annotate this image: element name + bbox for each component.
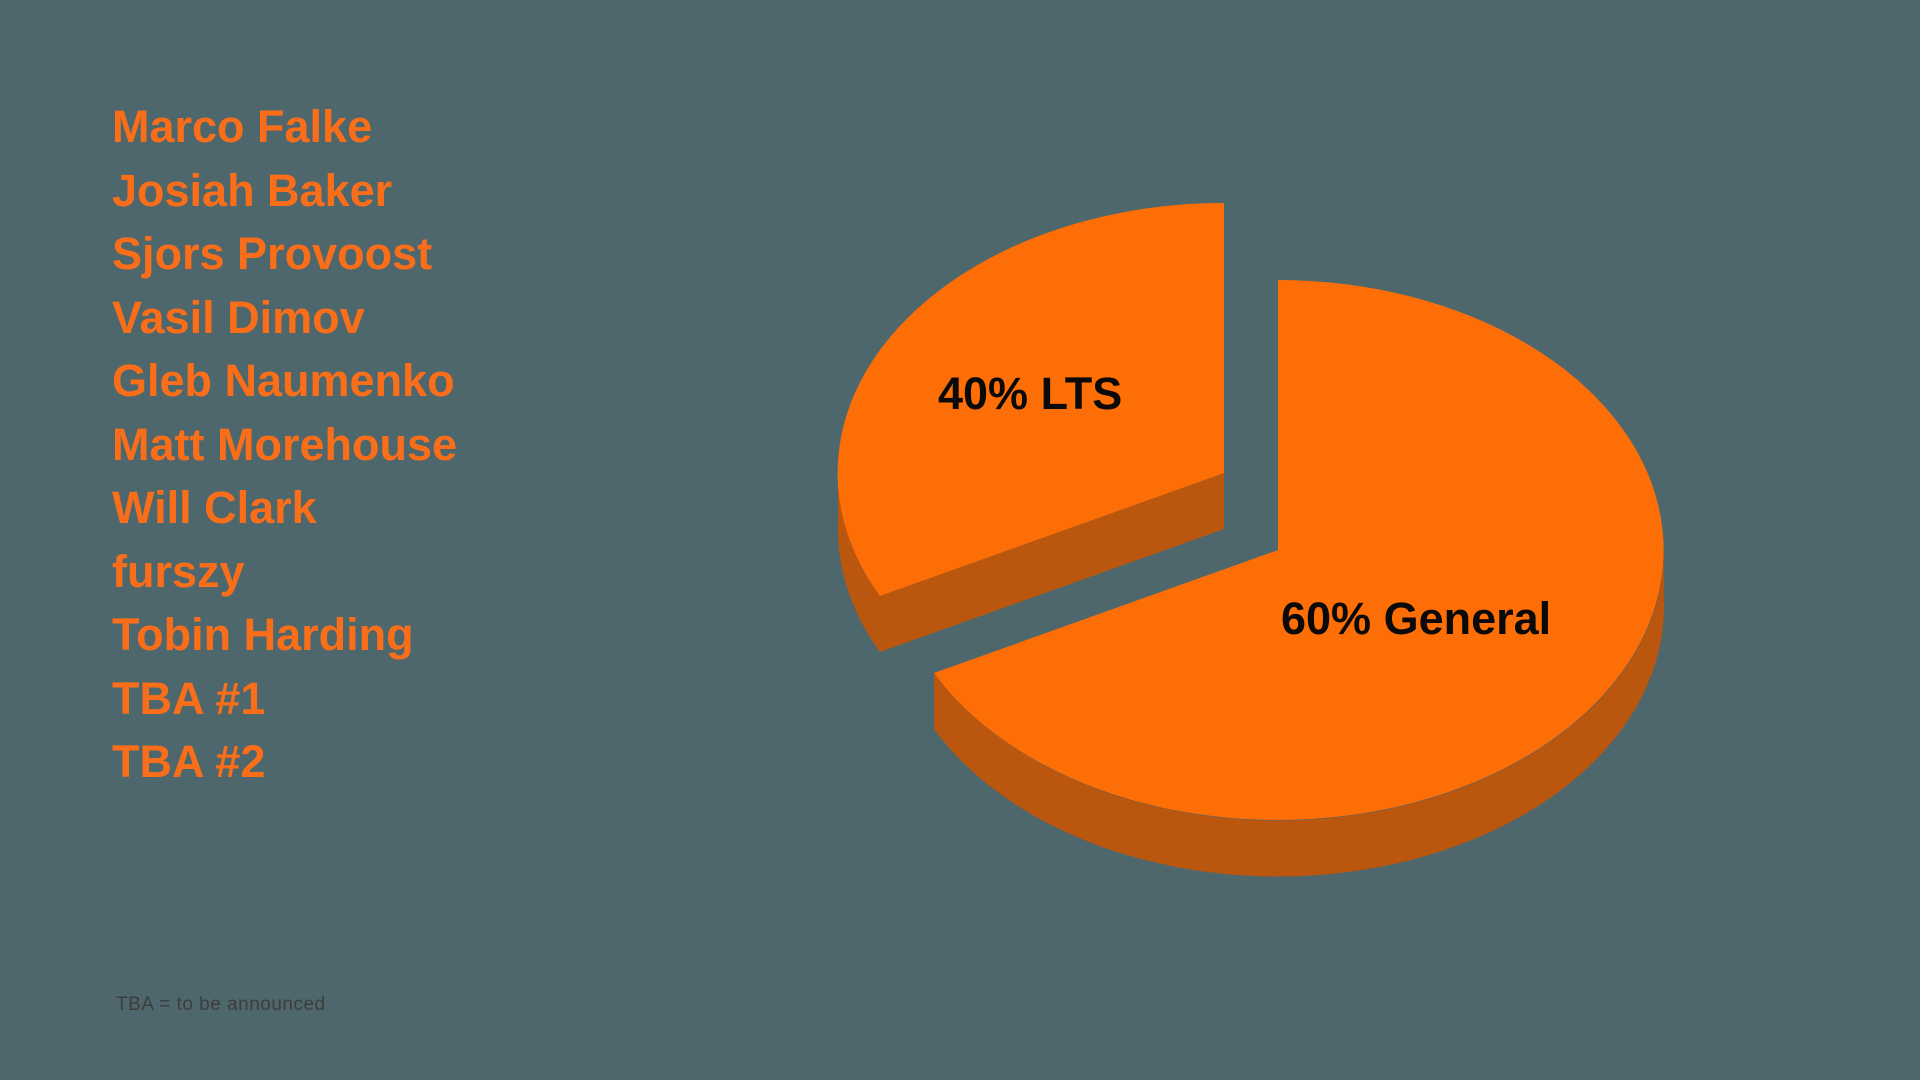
pie-slice-lts-face [837, 202, 1224, 596]
pie-slice-general-rim [934, 550, 1665, 877]
list-item: Josiah Baker [112, 164, 393, 216]
list-item: TBA #2 [112, 736, 266, 787]
pie-slice-lts-rim [837, 473, 880, 652]
list-item: Gleb Naumenko [112, 355, 455, 406]
pie-slice-lts-cut-side [880, 473, 1224, 652]
list-item: Marco Falke [112, 101, 373, 152]
tba-footnote: TBA = to be announced [116, 994, 326, 1015]
pie-label-lts: 40% LTS [938, 368, 1123, 419]
list-item: Vasil Dimov [112, 291, 365, 343]
pie-label-general: 60% General [1281, 593, 1552, 644]
contributor-name-list: Marco Falke Josiah Baker Sjors Provoost … [112, 95, 457, 794]
list-item: furszy [112, 545, 245, 597]
pie-slice-general-face [934, 280, 1664, 820]
list-item: TBA #1 [112, 672, 266, 724]
list-item: Will Clark [112, 482, 317, 533]
list-item: Sjors Provoost [112, 228, 433, 279]
list-item: Tobin Harding [112, 609, 414, 660]
list-item: Matt Morehouse [112, 418, 458, 470]
